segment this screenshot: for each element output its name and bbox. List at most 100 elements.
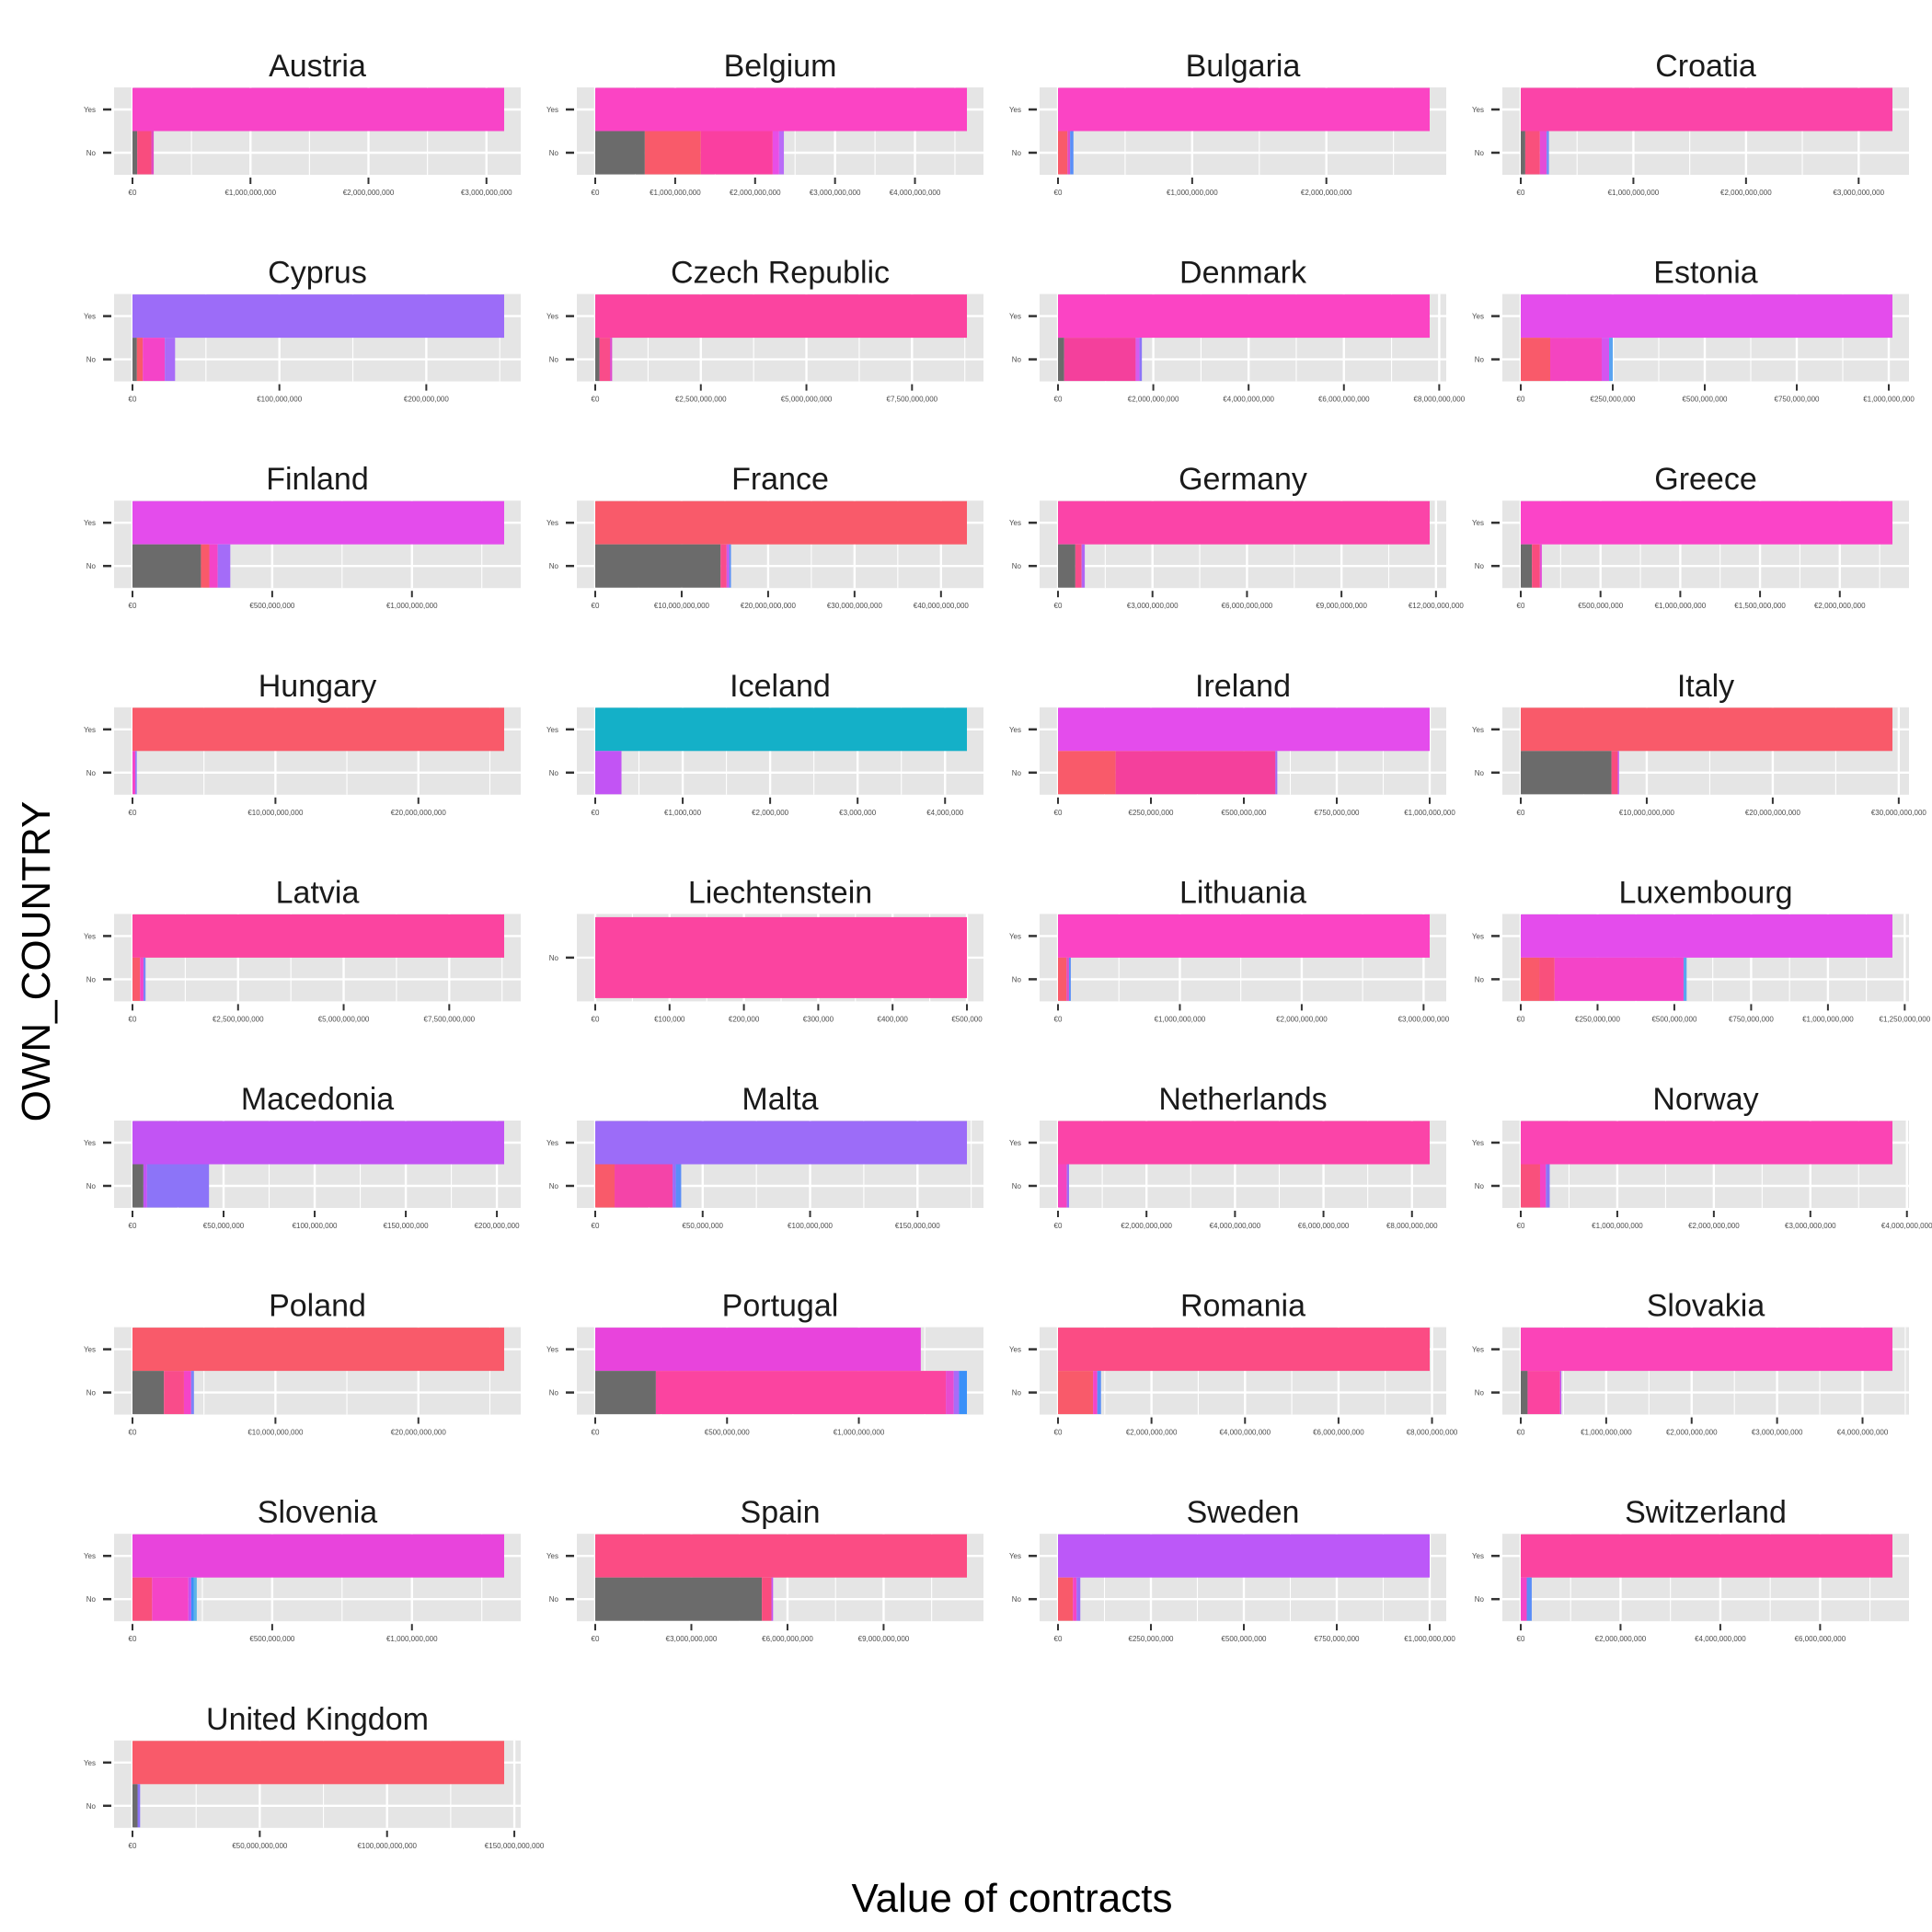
y-tick-label: Yes xyxy=(84,313,96,321)
bar-segment-no xyxy=(143,957,146,1001)
bar-segment-no xyxy=(1539,544,1542,588)
x-tick-label: €0 xyxy=(592,1015,600,1023)
x-tick-label: €0 xyxy=(1054,1635,1063,1643)
x-tick-label: €1,000,000,000 xyxy=(1581,1429,1632,1437)
y-tick-label: Yes xyxy=(1472,313,1484,321)
y-tick-label: No xyxy=(549,1182,559,1190)
bar-segment-no xyxy=(1546,1164,1550,1208)
x-tick-label: €0 xyxy=(1517,396,1525,404)
x-tick-label: €500,000,000 xyxy=(1578,602,1623,610)
bar-segment-no xyxy=(1527,1371,1560,1415)
x-tick-label: €50,000,000 xyxy=(203,1222,245,1230)
x-tick-label: €0 xyxy=(592,1635,600,1643)
bar-segment-no xyxy=(595,544,721,588)
panel-title: Greece xyxy=(1654,462,1757,497)
x-tick-label: €1,000,000,000 xyxy=(834,1429,885,1437)
bar-segment-no xyxy=(188,1577,191,1621)
bar-segment-no xyxy=(762,1577,772,1621)
x-tick-label: €1,000,000,000 xyxy=(386,602,438,610)
bar-segment-yes xyxy=(1521,1534,1892,1578)
panel-title: Poland xyxy=(269,1289,366,1324)
facet-panel: United Kingdom Yes No €0 €50,000,000,000 €100… xyxy=(84,1702,545,1850)
y-tick-label: No xyxy=(1012,356,1022,364)
bar-segment-no xyxy=(778,131,785,175)
x-tick-label: €0 xyxy=(592,809,600,817)
bar-segment-no xyxy=(146,1164,210,1208)
y-tick-label: Yes xyxy=(1472,1139,1484,1147)
x-tick-label: €200,000,000 xyxy=(404,396,449,404)
panel-title: Netherlands xyxy=(1158,1082,1327,1117)
x-tick-label: €500,000,000 xyxy=(1222,1635,1267,1643)
bar-segment-no xyxy=(1058,544,1075,588)
bar-segment-no xyxy=(772,131,779,175)
y-tick-label: No xyxy=(549,562,559,570)
x-tick-label: €500,000,000 xyxy=(249,602,294,610)
y-tick-label: Yes xyxy=(546,106,558,114)
y-tick-label: No xyxy=(1012,1182,1022,1190)
y-tick-label: No xyxy=(1012,975,1022,983)
bar-segment-no xyxy=(1521,338,1550,382)
bar-segment-no xyxy=(1554,957,1684,1001)
y-tick-label: Yes xyxy=(84,106,96,114)
x-tick-label: €200,000,000 xyxy=(475,1222,520,1230)
x-tick-label: €0 xyxy=(1054,396,1063,404)
y-tick-label: No xyxy=(549,1389,559,1397)
bar-segment-yes xyxy=(595,500,967,545)
bar-segment-yes xyxy=(132,914,504,958)
y-tick-label: Yes xyxy=(1009,1552,1021,1560)
panel-title: Belgium xyxy=(724,49,837,84)
bar-segment-no xyxy=(1073,1577,1077,1621)
bar-segment-no xyxy=(151,131,155,175)
y-tick-label: No xyxy=(1475,769,1485,777)
bar-segment-no xyxy=(132,1164,144,1208)
x-tick-label: €0 xyxy=(1054,602,1063,610)
x-tick-label: €0 xyxy=(1054,1015,1063,1023)
bar-segment-no xyxy=(190,1371,194,1415)
bar-segment-yes xyxy=(132,1741,504,1785)
bar-segment-no xyxy=(1611,751,1618,795)
bar-segment-no xyxy=(136,338,144,382)
x-tick-label: €4,000,000,000 xyxy=(890,189,941,197)
x-tick-label: €0 xyxy=(1517,1635,1525,1643)
bar-segment-no xyxy=(595,1577,763,1621)
bar-segment-no xyxy=(1521,1371,1528,1415)
x-tick-label: €7,500,000,000 xyxy=(887,396,938,404)
y-tick-label: Yes xyxy=(546,1552,558,1560)
y-tick-label: No xyxy=(1475,1595,1485,1604)
x-tick-label: €6,000,000,000 xyxy=(1313,1429,1364,1437)
y-tick-label: Yes xyxy=(1472,726,1484,734)
bar-segment-no xyxy=(1064,338,1136,382)
bar-segment-no xyxy=(595,1371,656,1415)
bar-segment-no xyxy=(132,131,138,175)
panel-title: Ireland xyxy=(1195,669,1291,704)
x-tick-label: €8,000,000,000 xyxy=(1407,1429,1458,1437)
bar-segment-no xyxy=(595,751,622,795)
bar-segment-no xyxy=(183,1371,191,1415)
panel-title: Liechtenstein xyxy=(688,875,872,910)
bar-segment-yes xyxy=(595,1328,921,1372)
y-tick-label: Yes xyxy=(84,1346,96,1354)
bar-segment-yes xyxy=(1521,1121,1892,1165)
bar-segment-no xyxy=(1139,338,1143,382)
bar-segment-no xyxy=(771,1577,774,1621)
y-tick-label: No xyxy=(86,769,97,777)
x-tick-label: €1,000,000,000 xyxy=(386,1635,438,1643)
x-tick-label: €3,000,000,000 xyxy=(1785,1222,1836,1230)
y-tick-label: Yes xyxy=(546,519,558,527)
bar-segment-no xyxy=(135,751,137,795)
bar-segment-no xyxy=(1521,544,1533,588)
x-tick-label: €500,000,000 xyxy=(1683,396,1728,404)
bar-segment-no xyxy=(1521,1577,1527,1621)
y-tick-label: Yes xyxy=(1472,1552,1484,1560)
y-tick-label: No xyxy=(86,356,97,364)
bar-segment-yes xyxy=(1058,87,1430,132)
bar-segment-no xyxy=(190,1577,194,1621)
x-tick-label: €12,000,000,000 xyxy=(1409,602,1465,610)
bar-segment-no xyxy=(595,1164,615,1208)
bar-segment-no xyxy=(615,1164,673,1208)
y-tick-label: No xyxy=(86,1802,97,1811)
bar-segment-no xyxy=(137,131,152,175)
facet-panel: Spain Yes No €0 €3,000,000,000 €6,000,000,000… xyxy=(546,1495,983,1643)
bar-segment-no xyxy=(729,544,731,588)
panel-title: Finland xyxy=(266,462,369,497)
